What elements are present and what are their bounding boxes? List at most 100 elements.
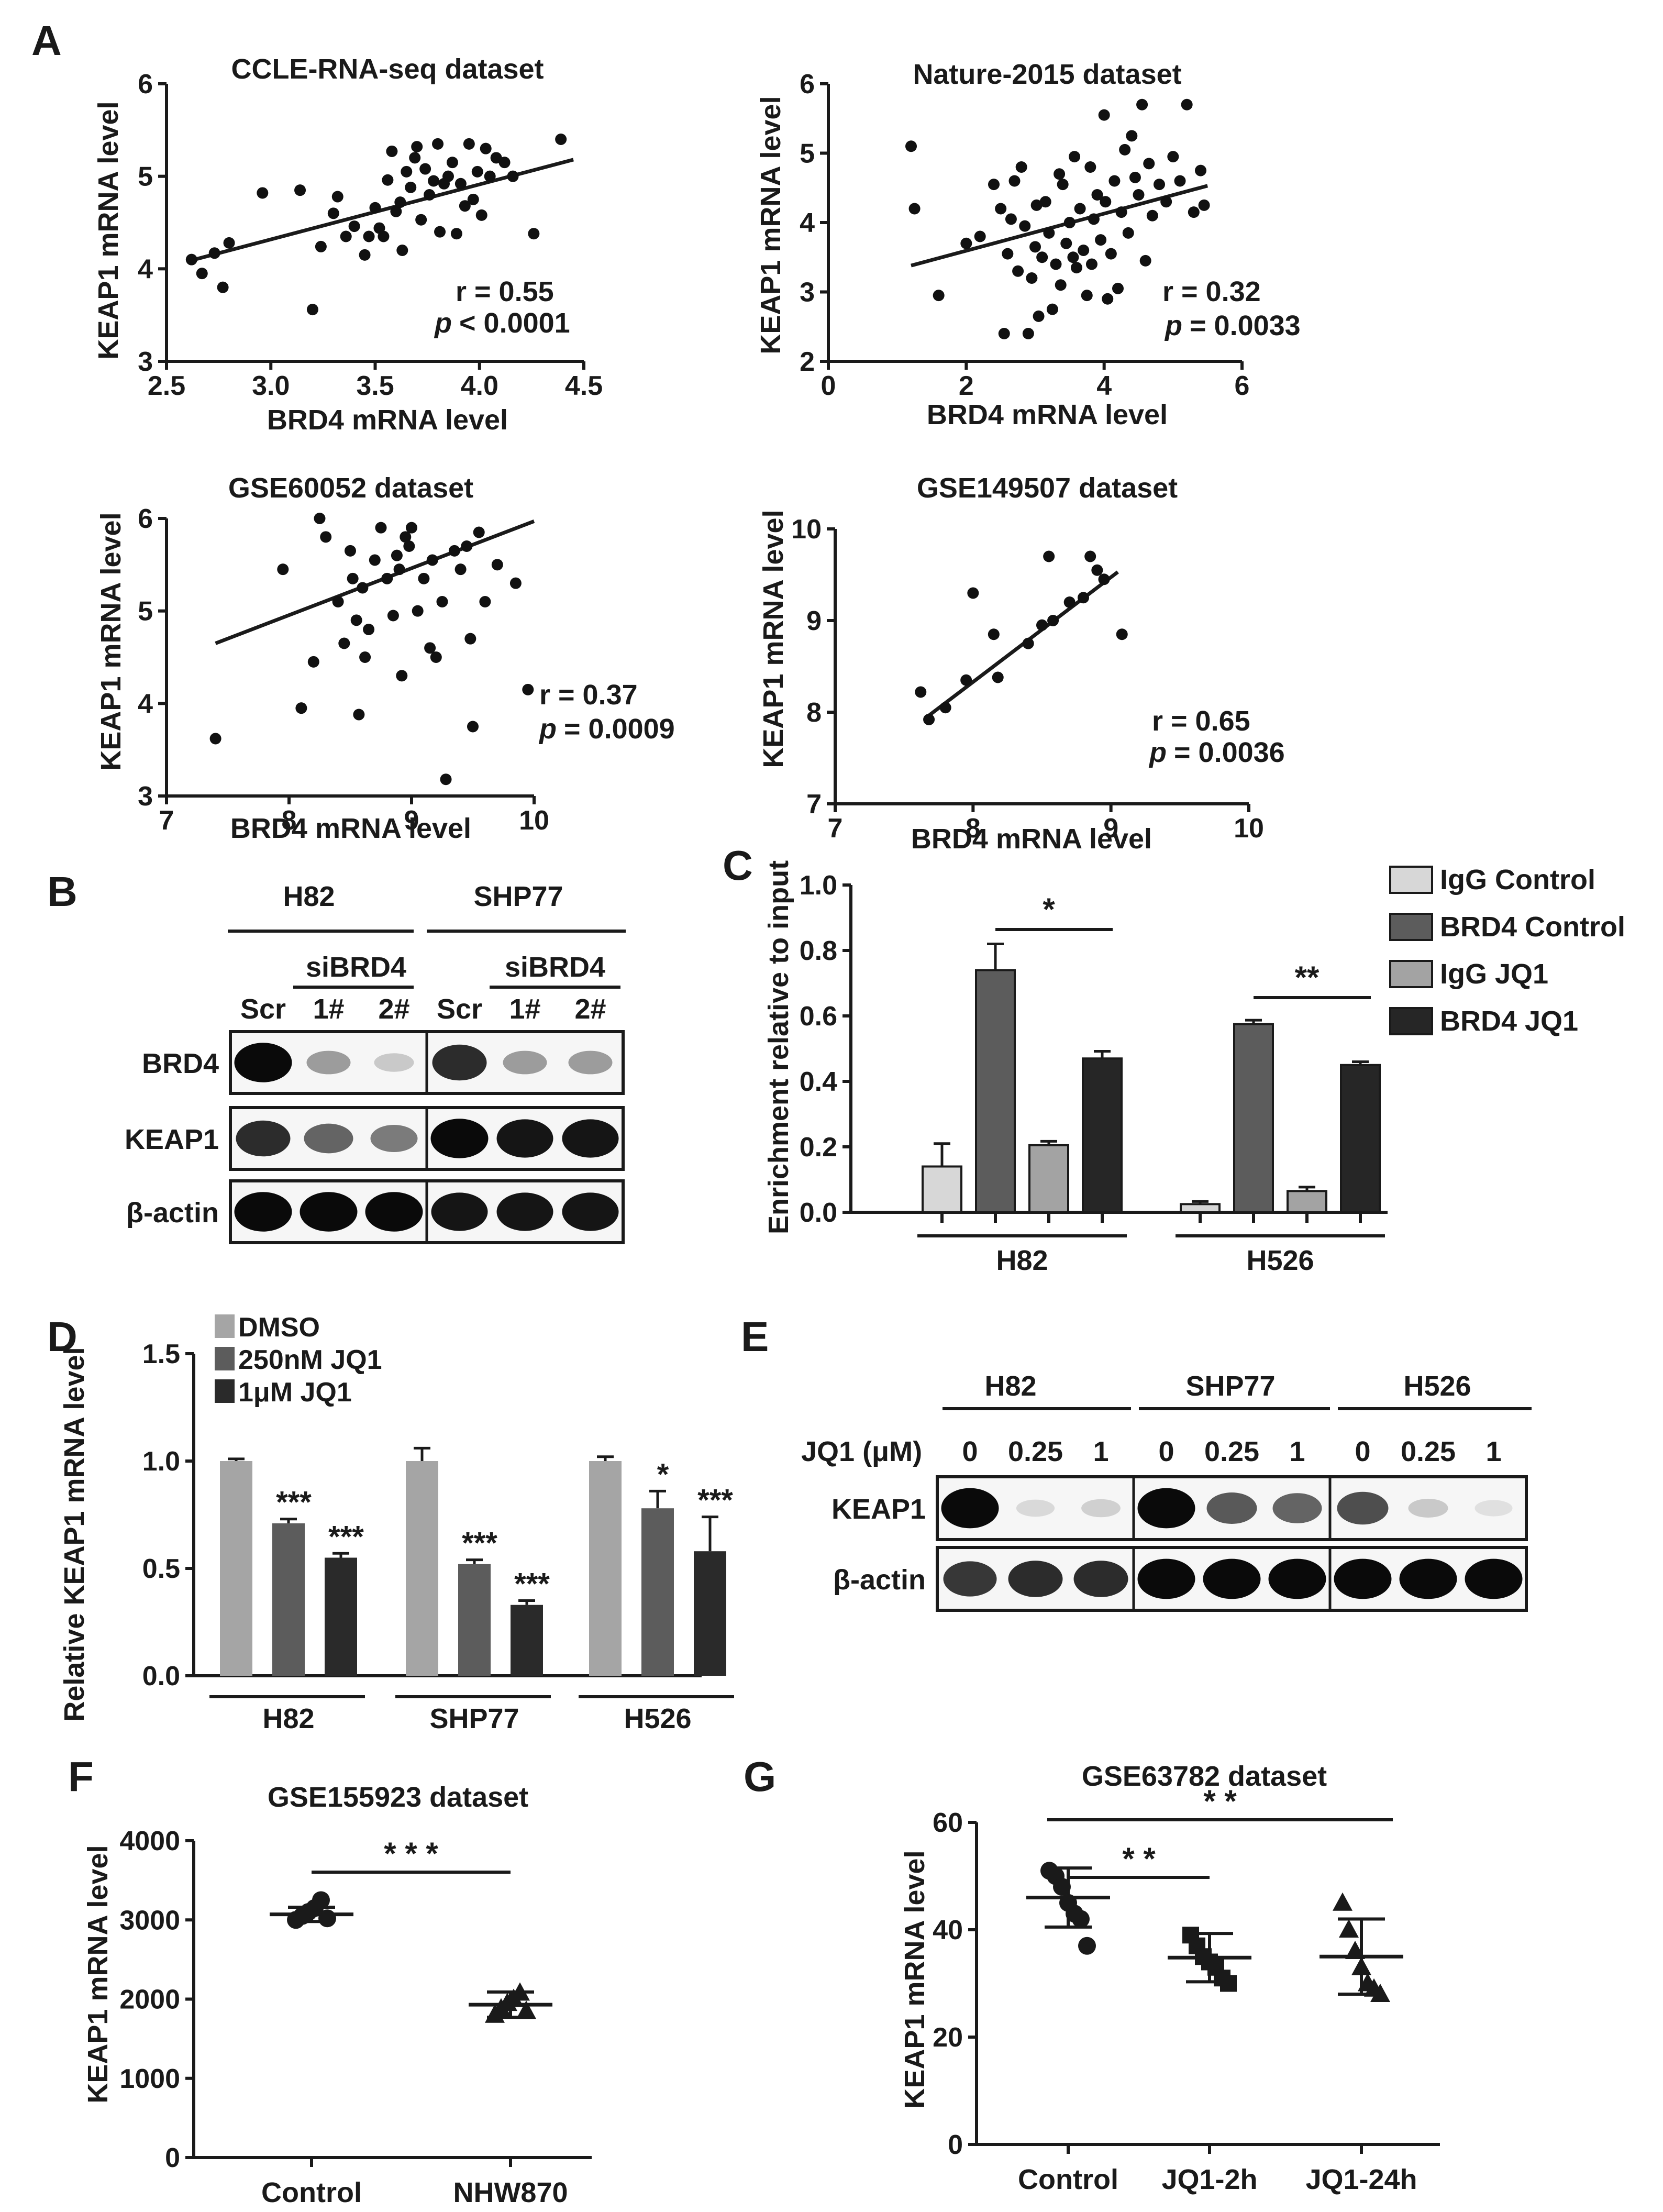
data-point [307, 656, 319, 668]
data-point [1022, 328, 1034, 339]
data-point [479, 596, 491, 607]
data-point [434, 226, 446, 238]
data-point [1143, 158, 1155, 170]
protein-band [1334, 1558, 1392, 1599]
data-point [382, 174, 394, 186]
data-point [1043, 227, 1055, 239]
significance-marker: *** [328, 1520, 364, 1554]
data-point [1112, 282, 1124, 294]
y-tick-label: 6 [138, 69, 153, 99]
bar [1287, 1190, 1327, 1213]
protein-band [300, 1192, 358, 1232]
data-point [1146, 209, 1158, 222]
bar [1340, 1064, 1381, 1213]
protein-band [1016, 1499, 1055, 1517]
data-point [933, 290, 945, 302]
lane-label: 0.25 [1204, 1436, 1259, 1467]
y-tick-label: 0.2 [800, 1132, 837, 1163]
y-tick-label: 10 [791, 514, 822, 545]
data-point [185, 253, 197, 266]
protein-band [1206, 1492, 1257, 1524]
y-tick-label: 7 [806, 789, 822, 820]
x-axis-label: BRD4 mRNA level [927, 399, 1168, 430]
stat-p: p = 0.0033 [1164, 310, 1301, 341]
protein-band [236, 1120, 291, 1157]
data-point [419, 163, 431, 175]
legend-label: IgG Control [1440, 864, 1595, 895]
x-tick-label: 2 [959, 371, 974, 401]
x-tick-label: 10 [519, 805, 549, 836]
data-point [375, 522, 387, 534]
data-point [1098, 573, 1110, 585]
x-axis-label: BRD4 mRNA level [911, 823, 1152, 855]
y-axis-label: Enrichment relative to input [763, 860, 794, 1234]
y-tick-label: 4 [138, 254, 153, 284]
data-point [1030, 199, 1043, 211]
data-point [1139, 255, 1151, 267]
protein-band [1008, 1561, 1063, 1597]
bar [1233, 1023, 1274, 1213]
legend-swatch [1389, 1007, 1433, 1035]
data-point [1055, 279, 1067, 291]
data-point [1054, 168, 1066, 180]
data-point [454, 563, 467, 576]
data-point [442, 170, 454, 182]
legend-label: IgG JQ1 [1440, 958, 1548, 990]
cell-line-label: H82 [283, 881, 335, 912]
data-point [1095, 234, 1107, 246]
protein-band [562, 1119, 619, 1158]
data-point [905, 140, 917, 152]
protein-band [562, 1192, 619, 1231]
protein-band [568, 1050, 613, 1075]
data-point [312, 1891, 330, 1909]
data-point [359, 249, 371, 261]
y-tick-label: 0.5 [142, 1554, 180, 1584]
x-tick-label: 9 [1103, 813, 1118, 844]
significance-marker: *** [462, 1527, 497, 1561]
regression-line [911, 184, 1209, 268]
scatter-gse60052: GSE60052 dataset BRD4 mRNA level KEAP1 m… [95, 472, 675, 844]
bar [1180, 1203, 1221, 1213]
scatter-nature-2015: Nature-2015 dataset BRD4 mRNA level KEAP… [755, 59, 1301, 430]
data-point [498, 157, 511, 169]
y-tick-label: 3 [138, 347, 153, 377]
data-point [1033, 310, 1045, 322]
data-point [471, 165, 483, 178]
protein-band [234, 1192, 292, 1232]
x-tick-label: 8 [282, 805, 297, 836]
data-point [1074, 203, 1086, 215]
data-point [345, 545, 356, 557]
y-tick-label: 0.0 [800, 1198, 837, 1228]
data-point [967, 587, 979, 599]
chart-title: GSE60052 dataset [228, 472, 473, 504]
stat-p-letter: p [538, 713, 557, 745]
protein-band [941, 1488, 999, 1529]
treatment-label: JQ1 (μM) [801, 1436, 922, 1467]
panel-label-e: E [741, 1313, 769, 1360]
data-point [1091, 564, 1103, 576]
data-point [428, 175, 440, 187]
data-point [217, 281, 229, 293]
panel-label-f: F [68, 1753, 94, 1800]
data-point [522, 683, 534, 695]
protein-band [306, 1050, 351, 1075]
data-point [1078, 592, 1089, 604]
significance-marker: *** [514, 1567, 550, 1601]
bar [1028, 1144, 1069, 1213]
data-point [1084, 550, 1096, 562]
data-point [480, 142, 492, 154]
data-point [450, 228, 462, 240]
western-blot-e: H82 SHP77 H526 JQ1 (μM) 0 0.25 1 0 0.25 1 0 0.2… [801, 1370, 1532, 1612]
x-tick-label: 4.5 [565, 371, 603, 401]
data-point [363, 624, 375, 635]
data-point [1067, 251, 1079, 263]
sirna-label: siBRD4 [306, 952, 406, 983]
data-point [315, 240, 327, 252]
data-point [359, 651, 371, 663]
y-tick-label: 3 [800, 278, 815, 308]
bar [272, 1523, 305, 1676]
data-point [1198, 199, 1210, 211]
legend-swatch [215, 1379, 235, 1403]
significance-marker: *** [276, 1486, 312, 1520]
lane-label: 0.25 [1008, 1436, 1063, 1467]
